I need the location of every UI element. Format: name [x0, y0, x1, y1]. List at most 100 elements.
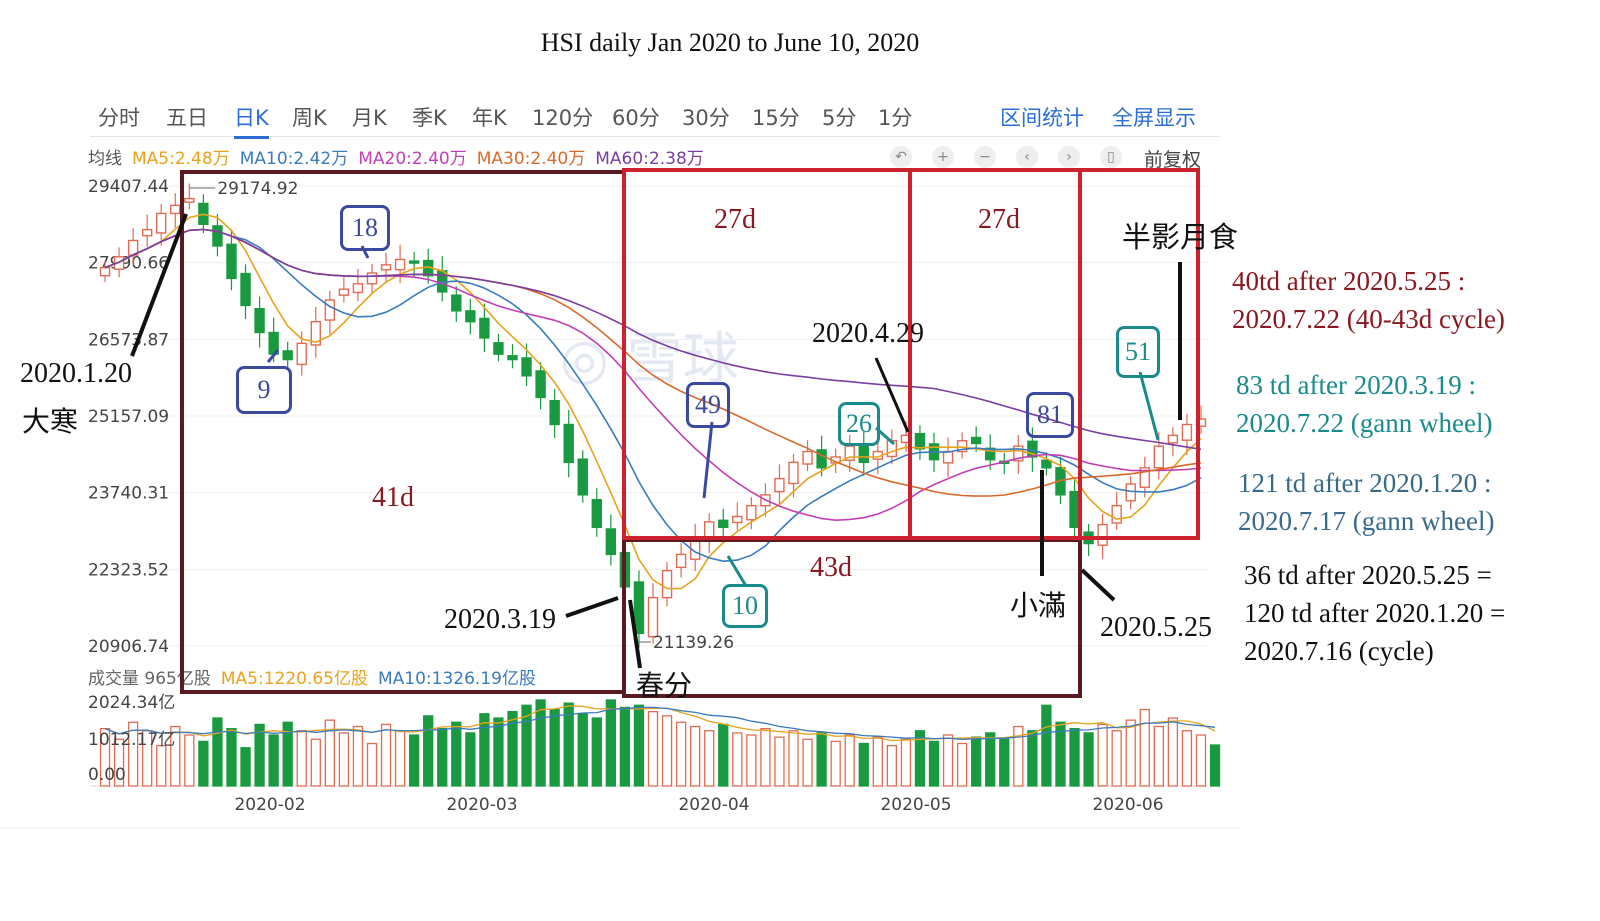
candle-body-53 — [844, 445, 855, 461]
pointer-box-49 — [702, 421, 714, 499]
next-icon[interactable]: › — [1058, 146, 1080, 168]
box-41d — [180, 170, 626, 694]
candle-body-54 — [858, 445, 869, 464]
label-chunfen: 春分 — [636, 671, 693, 702]
candle-body-11 — [254, 307, 265, 334]
ma-value-4: MA60:2.38万 — [595, 149, 704, 169]
note-3-line-2: 2020.7.16 (cycle) — [1244, 636, 1434, 666]
volume-bar-2 — [127, 721, 139, 787]
zoom-out-icon[interactable]: − — [974, 146, 996, 168]
volume-bar-60 — [942, 734, 954, 787]
tab-4[interactable]: 月K — [352, 106, 387, 130]
volume-bar-76 — [1167, 717, 1179, 787]
tab-10[interactable]: 15分 — [752, 106, 800, 130]
x-tick-label-0: 2020-02 — [234, 795, 305, 815]
ma-value-1: MA10:2.42万 — [239, 149, 349, 169]
tab-3[interactable]: 周K — [292, 106, 327, 130]
note-3-line-1: 120 td after 2020.1.20 = — [1244, 598, 1506, 628]
count-box-18: 18 — [340, 205, 390, 251]
y-tick-label-0: 29407.44 — [88, 177, 169, 197]
span-41d: 41d — [372, 482, 414, 513]
volume-bar-25 — [451, 721, 462, 787]
volume-bar-56 — [886, 744, 898, 787]
volume-bar-15 — [310, 738, 321, 787]
candle-body-67 — [1041, 459, 1052, 469]
tab-9[interactable]: 30分 — [682, 106, 730, 130]
volume-bar-30 — [521, 704, 532, 787]
tab-7[interactable]: 120分 — [532, 106, 594, 130]
volume-bar-74 — [1139, 708, 1150, 787]
candle-body-34 — [577, 458, 588, 496]
volume-bar-6 — [184, 734, 195, 787]
candle-body-38 — [633, 581, 645, 635]
label-xiaoman: 小滿 — [1010, 591, 1067, 622]
volume-bar-67 — [1041, 704, 1052, 787]
volume-bar-17 — [338, 732, 350, 787]
volume-bar-24 — [437, 727, 448, 787]
candle-body-46 — [746, 504, 757, 521]
volume-bar-46 — [746, 734, 757, 787]
candle-body-49 — [788, 461, 799, 485]
count-box-49: 49 — [686, 382, 730, 428]
prev-icon[interactable]: ‹ — [1016, 146, 1038, 168]
tab-8[interactable]: 60分 — [612, 106, 660, 130]
period-tabs: 分时 五日 日K 周K 月K 季K 年K 120分 60分 30分 15分 5分 1分 区间统计 全屏显示 — [90, 96, 1220, 139]
candle-body-28 — [493, 342, 504, 355]
pointer-2020-3-19 — [565, 596, 619, 618]
x-tick-label-2: 2020-04 — [678, 795, 749, 815]
volume-bar-72 — [1111, 730, 1122, 787]
candle-body-30 — [521, 357, 532, 377]
fullscreen-button[interactable]: 全屏显示 — [1112, 106, 1196, 130]
volume-bar-34 — [577, 713, 588, 787]
volume-legend-1: MA5:1220.65亿股 — [220, 669, 368, 689]
candle-body-36 — [605, 528, 617, 556]
tab-1[interactable]: 五日 — [166, 106, 208, 130]
candle-body-71 — [1097, 523, 1108, 546]
settings-icon[interactable]: ▯ — [1100, 146, 1122, 168]
candle-body-40 — [661, 569, 673, 599]
high-marker-label: 29174.92 — [217, 179, 298, 199]
tab-12[interactable]: 1分 — [878, 106, 913, 130]
volume-bar-20 — [380, 723, 392, 787]
volume-bar-4 — [156, 744, 167, 787]
range-stats-button[interactable]: 区间统计 — [1000, 106, 1084, 130]
ma-label: 均线 — [88, 149, 122, 169]
volume-bar-7 — [198, 740, 209, 787]
volume-bar-50 — [802, 738, 813, 787]
volume-bar-52 — [830, 740, 841, 787]
volume-bar-71 — [1097, 723, 1108, 787]
volume-bar-47 — [760, 727, 771, 787]
candle-body-51 — [816, 449, 827, 469]
candle-body-5 — [170, 204, 181, 215]
volume-bar-77 — [1181, 730, 1193, 787]
volume-bar-18 — [352, 725, 364, 787]
pointer-box-51 — [1138, 371, 1160, 441]
volume-bar-69 — [1069, 727, 1080, 787]
tab-11[interactable]: 5分 — [822, 106, 857, 130]
tab-2[interactable]: 日K — [234, 102, 269, 139]
volume-bar-39 — [647, 710, 659, 787]
candle-body-13 — [282, 350, 293, 361]
tab-0[interactable]: 分时 — [98, 106, 140, 130]
zoom-in-icon[interactable]: + — [932, 146, 954, 168]
candle-body-20 — [380, 264, 392, 271]
volume-bar-54 — [858, 742, 869, 787]
candle-body-77 — [1181, 423, 1193, 441]
volume-bar-68 — [1055, 721, 1066, 787]
span-27d-b: 27d — [978, 204, 1020, 235]
tab-5[interactable]: 季K — [412, 106, 447, 130]
candle-body-25 — [451, 294, 462, 312]
y-tick-label-3: 25157.09 — [88, 407, 169, 427]
ma-value-3: MA30:2.40万 — [476, 149, 586, 169]
tab-6[interactable]: 年K — [472, 106, 507, 130]
candle-body-63 — [985, 447, 996, 461]
candle-body-72 — [1111, 504, 1122, 524]
undo-icon[interactable]: ↶ — [890, 146, 912, 168]
volume-ma-line-10 — [104, 706, 1216, 740]
adjust-mode-button[interactable]: 前复权 — [1144, 149, 1202, 171]
candle-body-50 — [802, 450, 813, 465]
box-right — [1078, 168, 1200, 540]
volume-bar-57 — [900, 738, 912, 787]
volume-bar-27 — [479, 713, 490, 787]
volume-bar-59 — [928, 740, 940, 787]
